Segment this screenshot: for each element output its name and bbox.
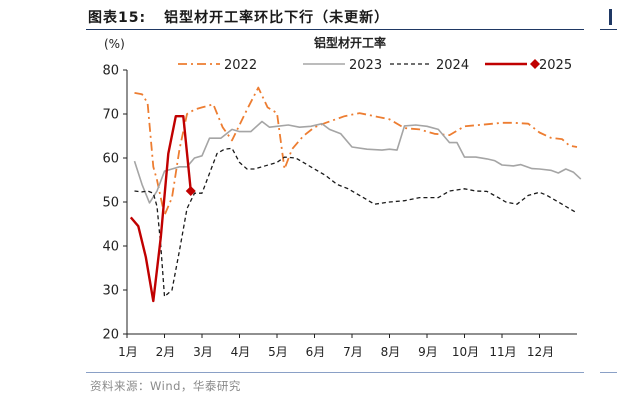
- source-rule: [86, 372, 584, 373]
- x-tick-label: 7月: [343, 345, 363, 359]
- series-line-2023: [133, 120, 582, 204]
- y-tick-label: 20: [102, 328, 119, 343]
- x-tick-label: 4月: [231, 345, 251, 359]
- y-axis-unit: (%): [104, 37, 125, 51]
- chart-title: 铝型材开工率: [314, 35, 386, 50]
- plot-area: [129, 86, 582, 303]
- series-end-marker-2025: [185, 186, 196, 196]
- x-tick-label: 12月: [527, 345, 554, 359]
- series-line-2025: [129, 114, 192, 303]
- axes: 20 30 40 50 60 70 80 1月 2月 3月 4月 5月 6月 7月 8月 9月 10月 11月 12…: [102, 64, 577, 359]
- figure-title-text: 铝型材开工率环比下行（未更新）: [164, 10, 390, 26]
- line-chart: 铝型材开工率 (%) 2022 2023 2024 2025 20 30 40 50 60 70…: [102, 35, 582, 359]
- x-tick-label: 8月: [381, 345, 401, 359]
- y-tick-label: 30: [102, 284, 119, 299]
- x-tick-label: 11月: [489, 345, 516, 359]
- y-tick-label: 80: [102, 64, 119, 79]
- title-rule: [86, 29, 584, 30]
- x-tick-label: 3月: [193, 345, 213, 359]
- series-line-2022: [134, 86, 578, 217]
- x-tick-label: 5月: [268, 345, 288, 359]
- y-tick-label: 40: [102, 240, 119, 255]
- x-tick-label: 1月: [118, 345, 138, 359]
- y-tick-label: 70: [102, 108, 119, 123]
- legend: 2022 2023 2024 2025: [178, 58, 572, 73]
- legend-label-2023: 2023: [349, 58, 382, 73]
- y-tick-label: 60: [102, 152, 119, 167]
- adjacent-column-edge: [609, 9, 612, 25]
- adjacent-column-rule-bottom: [600, 372, 617, 373]
- legend-label-2025: 2025: [539, 58, 572, 73]
- legend-marker-2025: [530, 59, 540, 69]
- figure-label: 图表15:: [88, 10, 147, 26]
- legend-label-2024: 2024: [436, 58, 469, 73]
- y-tick-label: 50: [102, 196, 119, 211]
- figure-title: 图表15: 铝型材开工率环比下行（未更新）: [88, 7, 389, 27]
- series-line-2024: [134, 147, 578, 298]
- x-tick-label: 2月: [156, 345, 176, 359]
- adjacent-column-rule-top: [600, 29, 617, 30]
- source-note: 资料来源：Wind，华泰研究: [90, 379, 241, 393]
- x-tick-label: 10月: [452, 345, 479, 359]
- x-tick-label: 6月: [306, 345, 326, 359]
- x-tick-label: 9月: [418, 345, 438, 359]
- legend-label-2022: 2022: [224, 58, 257, 73]
